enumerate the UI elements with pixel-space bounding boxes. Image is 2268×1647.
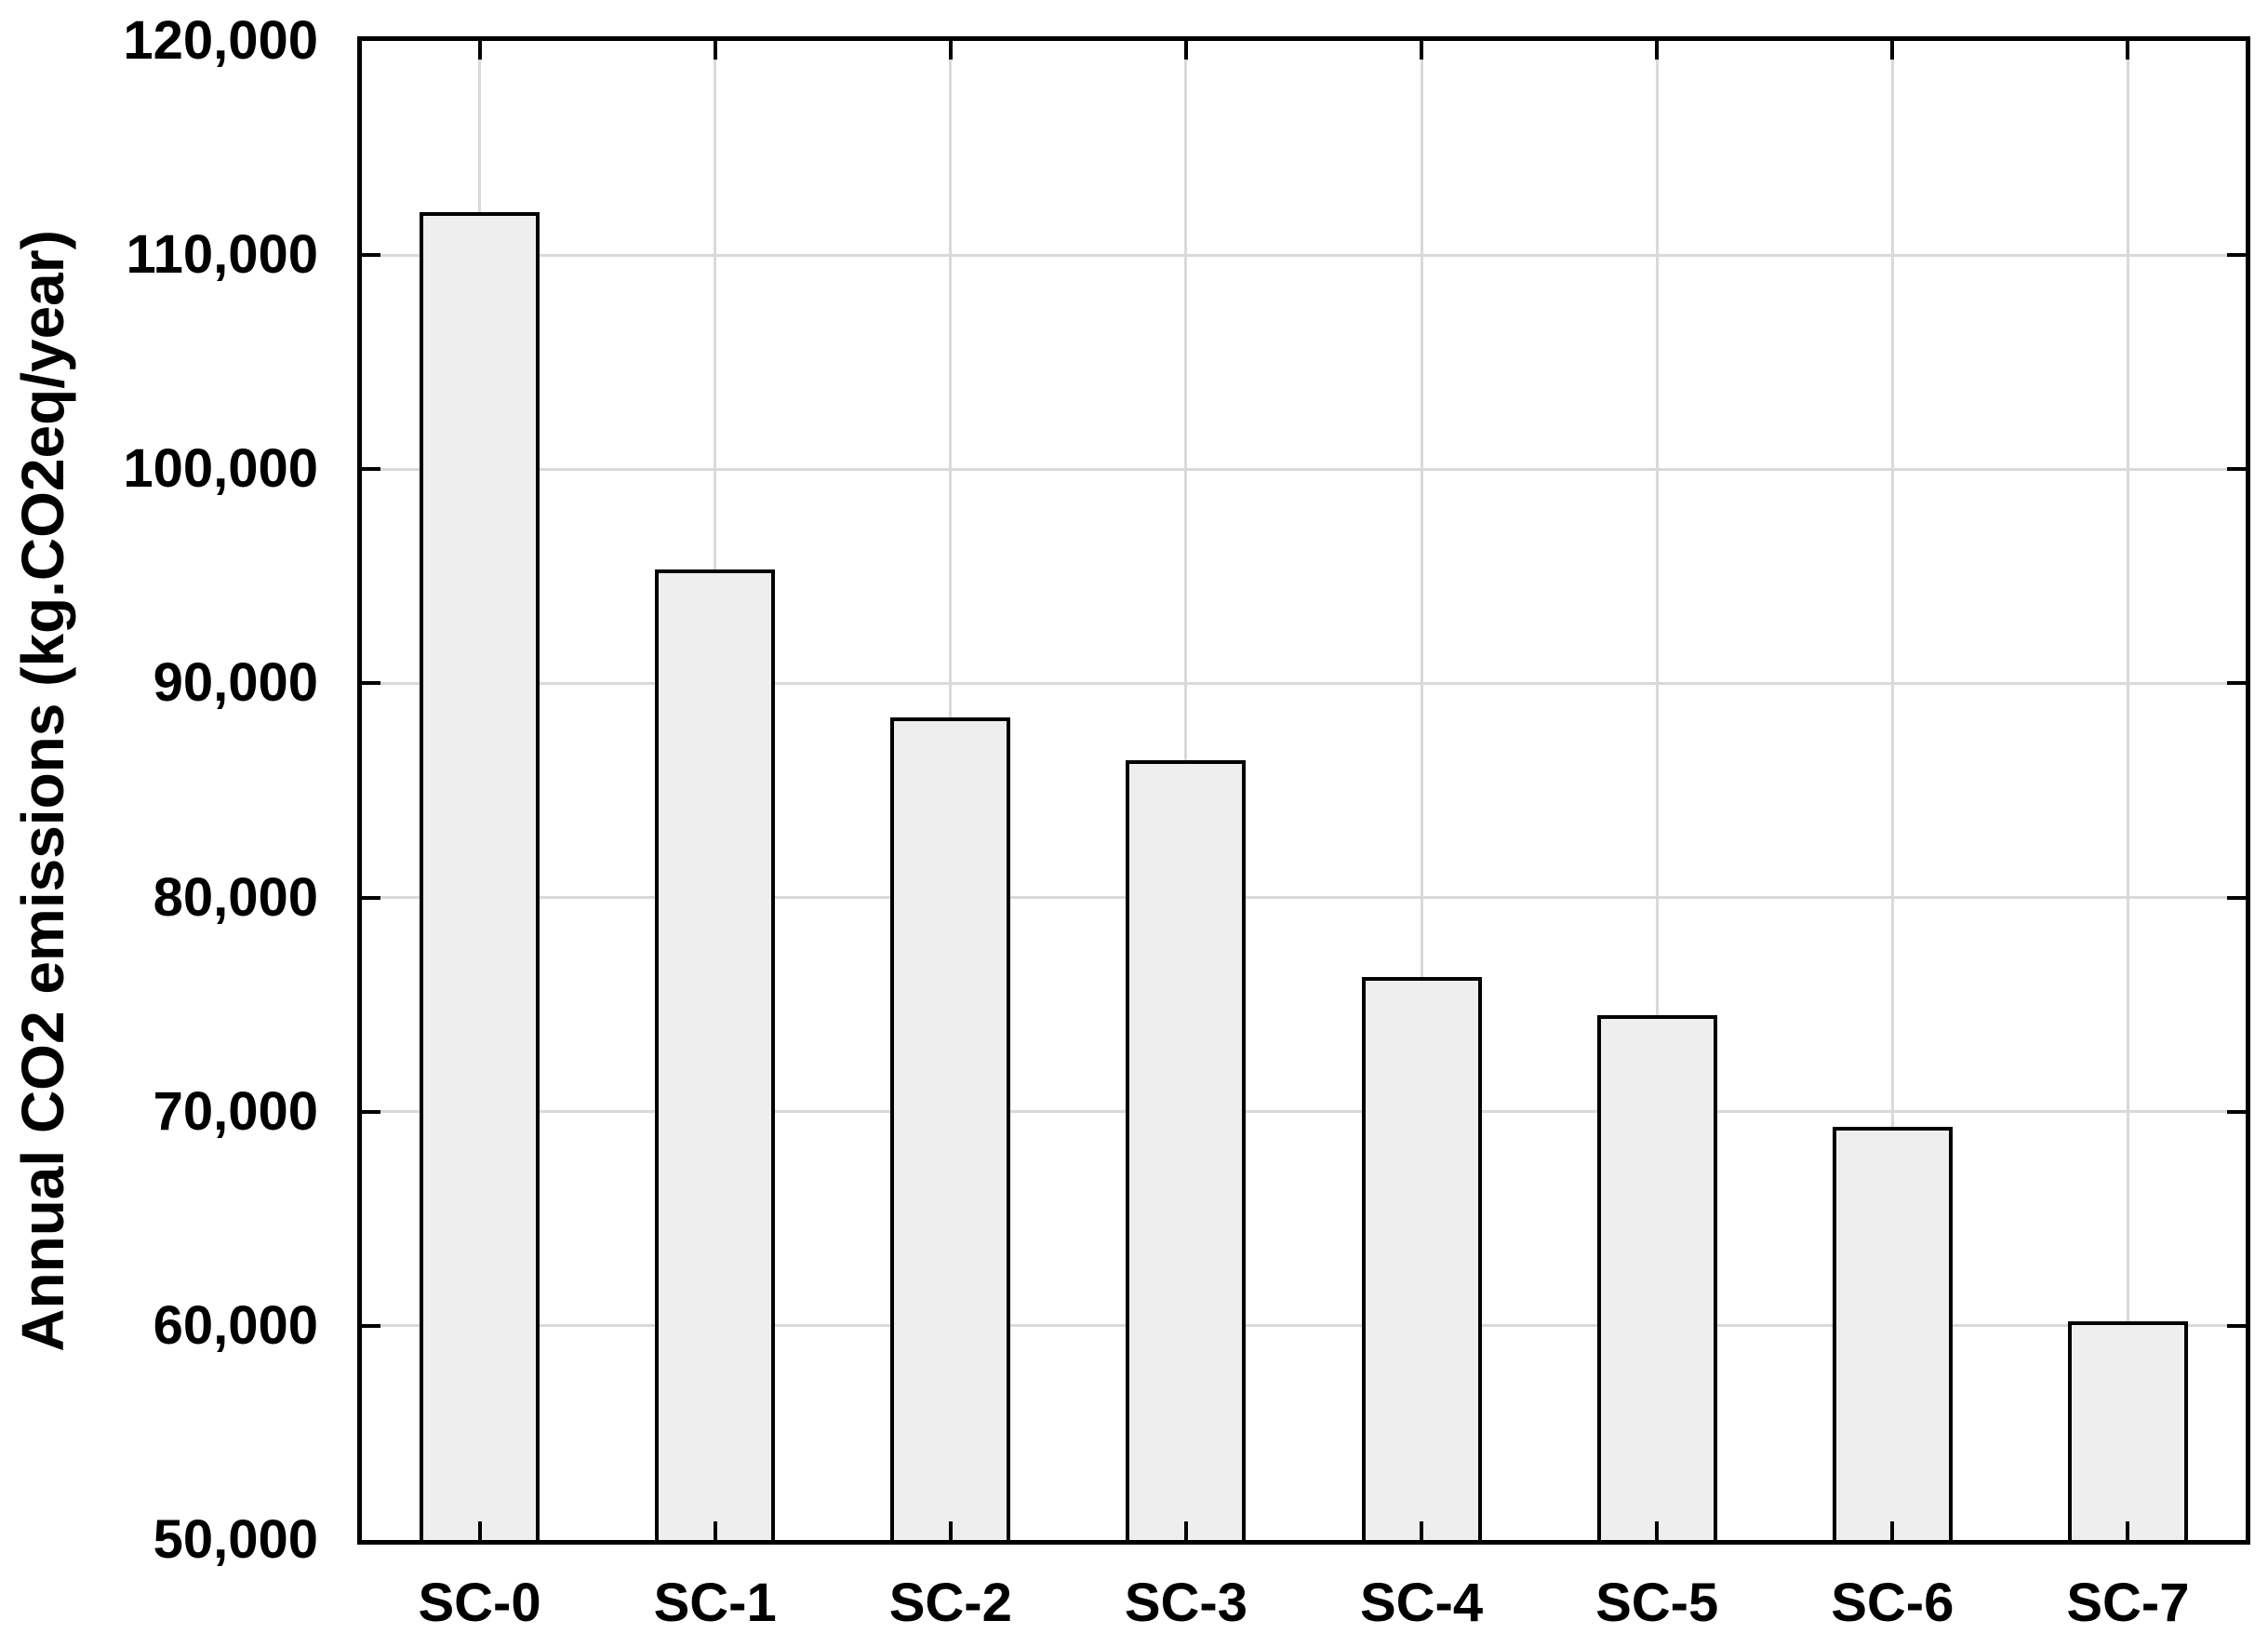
- plot-area: [357, 36, 2250, 1545]
- horizontal-gridline: [362, 467, 2246, 471]
- x-tick-mark-bottom: [1183, 1521, 1188, 1540]
- vertical-gridline: [1420, 41, 1423, 1540]
- y-tick-mark-left: [362, 467, 380, 472]
- vertical-gridline: [1890, 41, 1894, 1540]
- horizontal-gridline: [362, 1110, 2246, 1114]
- bar-sc-1: [655, 569, 776, 1540]
- x-tick-mark-bottom: [477, 1521, 482, 1540]
- horizontal-gridline: [362, 1324, 2246, 1328]
- y-axis-label: Annual CO2 emissions (kg.CO2eq/year): [9, 229, 76, 1352]
- y-tick-mark-right: [2227, 895, 2246, 900]
- horizontal-gridline: [362, 896, 2246, 900]
- vertical-gridline: [2126, 41, 2129, 1540]
- x-tick-label: SC-4: [1359, 1573, 1484, 1633]
- x-tick-mark-bottom: [1655, 1521, 1660, 1540]
- y-tick-label: 50,000: [153, 1509, 318, 1570]
- y-tick-label: 100,000: [123, 438, 318, 500]
- y-tick-label: 60,000: [153, 1294, 318, 1356]
- x-tick-label: SC-7: [2066, 1573, 2190, 1633]
- y-tick-mark-left: [362, 253, 380, 258]
- y-tick-mark-right: [2227, 1109, 2246, 1114]
- x-tick-mark-top: [2126, 41, 2130, 60]
- x-tick-mark-bottom: [2126, 1521, 2130, 1540]
- x-tick-mark-bottom: [948, 1521, 953, 1540]
- y-tick-label: 110,000: [126, 224, 318, 286]
- y-tick-mark-right: [2227, 467, 2246, 472]
- x-tick-mark-top: [1655, 41, 1660, 60]
- y-tick-label: 120,000: [123, 10, 318, 71]
- y-tick-mark-left: [362, 681, 380, 686]
- x-tick-mark-top: [477, 41, 482, 60]
- x-tick-mark-bottom: [1420, 1521, 1424, 1540]
- x-tick-label: SC-3: [1124, 1573, 1248, 1633]
- y-tick-mark-right: [2227, 681, 2246, 686]
- horizontal-gridline: [362, 253, 2246, 257]
- bar-sc-5: [1596, 1015, 1717, 1540]
- x-tick-mark-top: [713, 41, 717, 60]
- vertical-gridline: [1655, 41, 1659, 1540]
- x-tick-label: SC-1: [653, 1573, 777, 1633]
- bar-sc-4: [1361, 976, 1482, 1540]
- y-tick-mark-left: [362, 1323, 380, 1328]
- x-tick-mark-top: [1420, 41, 1424, 60]
- bar-sc-6: [1832, 1126, 1953, 1540]
- y-tick-label: 90,000: [153, 652, 318, 714]
- x-tick-mark-bottom: [1890, 1521, 1895, 1540]
- x-tick-label: SC-0: [418, 1573, 541, 1633]
- y-tick-mark-left: [362, 895, 380, 900]
- y-tick-label: 70,000: [153, 1080, 318, 1142]
- bar-sc-7: [2067, 1321, 2188, 1540]
- bar-sc-3: [1126, 760, 1247, 1540]
- y-tick-label: 80,000: [153, 866, 318, 928]
- x-tick-mark-top: [1890, 41, 1895, 60]
- x-tick-mark-bottom: [713, 1521, 717, 1540]
- bar-sc-2: [890, 717, 1011, 1540]
- x-tick-label: SC-2: [888, 1573, 1012, 1633]
- x-tick-label: SC-5: [1595, 1573, 1719, 1633]
- x-tick-mark-top: [948, 41, 953, 60]
- y-tick-mark-right: [2227, 1323, 2246, 1328]
- y-tick-mark-left: [362, 1109, 380, 1114]
- horizontal-gridline: [362, 681, 2246, 685]
- x-tick-mark-top: [1183, 41, 1188, 60]
- bar-sc-0: [420, 212, 540, 1540]
- x-tick-label: SC-6: [1831, 1573, 1954, 1633]
- y-tick-mark-right: [2227, 253, 2246, 258]
